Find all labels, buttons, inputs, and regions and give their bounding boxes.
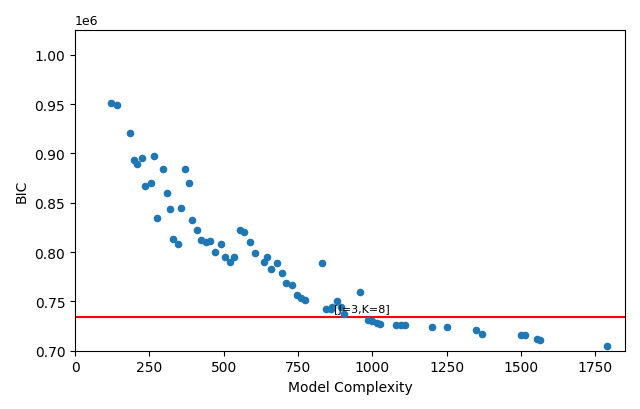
Point bbox=[245, 239, 255, 246]
Point bbox=[336, 304, 346, 311]
Point bbox=[442, 324, 452, 330]
Point bbox=[332, 299, 342, 305]
Point bbox=[220, 254, 230, 261]
Point bbox=[535, 337, 545, 343]
Point bbox=[125, 130, 135, 137]
Point bbox=[188, 217, 198, 223]
Point bbox=[162, 190, 172, 197]
Point bbox=[192, 227, 202, 234]
Point bbox=[317, 260, 327, 267]
Point bbox=[372, 320, 382, 326]
Point bbox=[235, 227, 245, 234]
Point bbox=[427, 324, 437, 330]
Point bbox=[157, 166, 168, 173]
Point bbox=[250, 250, 260, 257]
Text: 1e6: 1e6 bbox=[75, 15, 99, 28]
X-axis label: Model Complexity: Model Complexity bbox=[287, 380, 412, 394]
Point bbox=[391, 322, 401, 328]
Point bbox=[175, 205, 186, 211]
Point bbox=[339, 311, 349, 318]
Point bbox=[300, 297, 310, 304]
Point bbox=[210, 249, 220, 256]
Point bbox=[239, 229, 250, 236]
Point bbox=[477, 331, 488, 337]
Point bbox=[172, 241, 182, 248]
Point bbox=[148, 154, 159, 160]
Point bbox=[400, 322, 410, 328]
Point bbox=[296, 295, 306, 302]
Point bbox=[140, 183, 150, 190]
Point bbox=[516, 332, 526, 338]
Point bbox=[276, 270, 287, 276]
Point bbox=[152, 215, 162, 221]
Point bbox=[602, 343, 612, 349]
Point bbox=[184, 180, 195, 187]
Y-axis label: BIC: BIC bbox=[15, 179, 29, 202]
Point bbox=[229, 254, 239, 261]
Point bbox=[132, 162, 143, 168]
Point bbox=[327, 304, 337, 311]
Point bbox=[180, 166, 190, 173]
Point bbox=[326, 306, 336, 313]
Point bbox=[146, 180, 156, 187]
Text: [J=3,K=8]: [J=3,K=8] bbox=[333, 304, 389, 315]
Point bbox=[225, 259, 235, 265]
Point bbox=[266, 266, 276, 272]
Point bbox=[205, 238, 216, 245]
Point bbox=[355, 289, 365, 295]
Point bbox=[111, 103, 122, 109]
Point bbox=[137, 156, 147, 162]
Point bbox=[367, 318, 378, 325]
Point bbox=[165, 206, 175, 212]
Point bbox=[374, 321, 385, 328]
Point bbox=[262, 254, 272, 261]
Point bbox=[272, 260, 282, 267]
Point bbox=[363, 317, 373, 324]
Point bbox=[106, 101, 116, 107]
Point bbox=[196, 237, 207, 244]
Point bbox=[129, 158, 140, 164]
Point bbox=[287, 282, 297, 288]
Point bbox=[396, 322, 406, 328]
Point bbox=[520, 332, 531, 338]
Point bbox=[532, 336, 543, 342]
Point bbox=[281, 280, 291, 286]
Point bbox=[259, 259, 269, 265]
Point bbox=[168, 236, 179, 243]
Point bbox=[201, 239, 211, 246]
Point bbox=[291, 292, 301, 299]
Point bbox=[471, 327, 481, 333]
Point bbox=[321, 306, 332, 313]
Point bbox=[216, 241, 226, 248]
